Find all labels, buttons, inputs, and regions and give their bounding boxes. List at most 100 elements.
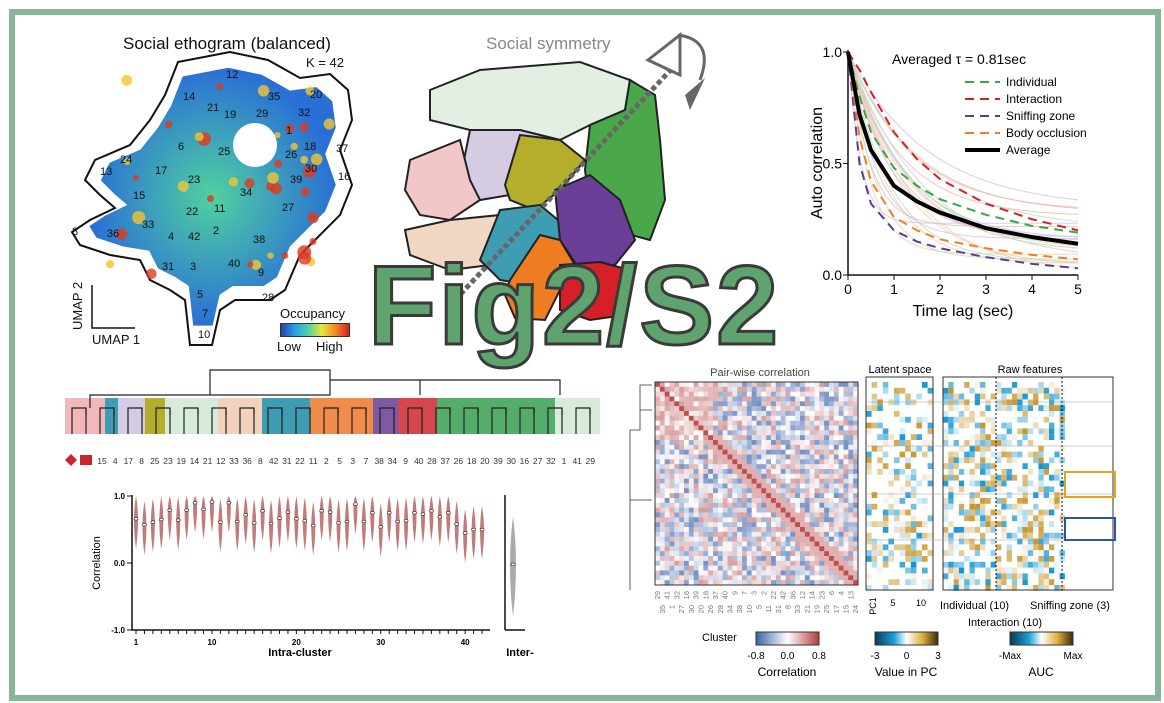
correlation-cell <box>790 546 796 552</box>
correlation-cell <box>727 386 733 392</box>
correlation-cell <box>814 483 820 489</box>
group-label-individual: Individual (10) <box>940 600 1009 612</box>
correlation-cell <box>703 396 709 402</box>
region-red <box>559 260 632 322</box>
raw-cell <box>1059 405 1065 411</box>
correlation-cell <box>829 507 835 513</box>
correlation-cell <box>785 536 791 542</box>
occupancy-high: High <box>316 339 343 354</box>
median-marker <box>285 510 291 514</box>
correlation-cell <box>775 382 781 388</box>
latent-cell <box>910 515 917 522</box>
correlation-cell <box>771 536 777 542</box>
correlation-cell <box>659 396 665 402</box>
correlation-cell <box>814 430 820 436</box>
correlation-cell <box>713 575 719 581</box>
correlation-cell <box>761 502 767 508</box>
correlation-cell <box>790 565 796 571</box>
raw-cell <box>1054 405 1060 411</box>
correlation-cell <box>853 440 859 446</box>
correlation-cell <box>814 541 820 547</box>
correlation-border <box>654 381 859 586</box>
median-marker <box>319 509 324 513</box>
correlation-cell <box>766 425 772 431</box>
latent-cell <box>916 498 922 504</box>
raw-cell <box>1022 550 1028 556</box>
correlation-cell <box>732 580 738 586</box>
correlation-cell <box>679 546 685 552</box>
correlation-cell <box>708 449 714 455</box>
correlation-cell <box>848 517 854 523</box>
correlation-cell <box>838 411 844 417</box>
correlation-cell <box>833 551 839 557</box>
raw-cell <box>1043 550 1049 556</box>
correlation-cell <box>756 386 762 392</box>
correlation-cell <box>838 541 844 547</box>
correlation-cell <box>746 541 752 547</box>
correlation-cell <box>775 512 781 518</box>
correlation-cell <box>795 411 801 417</box>
correlation-cell <box>775 440 781 446</box>
correlation-cell <box>664 459 670 465</box>
correlation-cell <box>833 391 839 397</box>
raw-cell <box>1022 527 1028 533</box>
cluster-tick-label: 33 <box>793 605 802 613</box>
correlation-cell <box>703 401 709 407</box>
correlation-cell <box>659 473 665 479</box>
raw-cell <box>996 579 1002 585</box>
cluster-tick-label: 6 <box>827 591 836 595</box>
correlation-cell <box>814 401 820 407</box>
correlation-cell <box>824 575 830 581</box>
correlation-cell <box>664 464 670 470</box>
x-tick-label: 30 <box>376 638 385 647</box>
leaf-label: 8 <box>139 456 144 466</box>
correlation-cell <box>717 449 723 455</box>
correlation-cell <box>829 435 835 441</box>
correlation-cell <box>819 560 825 566</box>
correlation-cell <box>833 536 839 542</box>
correlation-cell <box>669 575 675 581</box>
raw-cell <box>1049 521 1055 527</box>
correlation-cell <box>785 469 791 475</box>
correlation-cell <box>780 512 786 518</box>
correlation-cell <box>698 580 704 586</box>
cluster-label: 4 <box>168 231 174 243</box>
correlation-cell <box>795 449 801 455</box>
symmetry-title: Social symmetry <box>486 34 611 53</box>
correlation-cell <box>684 396 690 402</box>
raw-cell <box>1027 561 1034 568</box>
density-hotspot <box>133 174 140 181</box>
latent-cell <box>927 422 934 429</box>
raw-cell <box>1022 561 1028 568</box>
correlation-cell <box>800 478 806 484</box>
density-hotspot <box>307 212 319 224</box>
correlation-cell <box>742 415 748 421</box>
raw-cell <box>1038 585 1044 591</box>
raw-cell <box>1033 405 1039 411</box>
occupancy-legend-title: Occupancy <box>280 306 346 321</box>
correlation-cell <box>698 478 704 484</box>
correlation-cell <box>819 488 825 494</box>
correlation-cell <box>688 488 694 494</box>
correlation-cell <box>708 406 714 412</box>
correlation-cell <box>655 449 661 455</box>
correlation-cell <box>838 391 844 397</box>
correlation-cell <box>732 522 738 528</box>
correlation-cell <box>717 565 723 571</box>
correlation-cell <box>703 420 709 426</box>
correlation-cell <box>756 473 762 479</box>
colorbar-tick: -Max <box>999 651 1021 662</box>
correlation-cell <box>790 425 796 431</box>
correlation-cell <box>713 498 719 504</box>
correlation-cell <box>819 459 825 465</box>
latent-cell <box>927 445 934 452</box>
correlation-cell <box>771 575 777 581</box>
correlation-cell <box>795 575 801 581</box>
latent-cell <box>882 440 889 446</box>
correlation-cell <box>829 575 835 581</box>
median-marker <box>294 517 299 521</box>
correlation-cell <box>766 488 772 494</box>
correlation-cell <box>804 415 810 421</box>
correlation-cell <box>742 435 748 441</box>
